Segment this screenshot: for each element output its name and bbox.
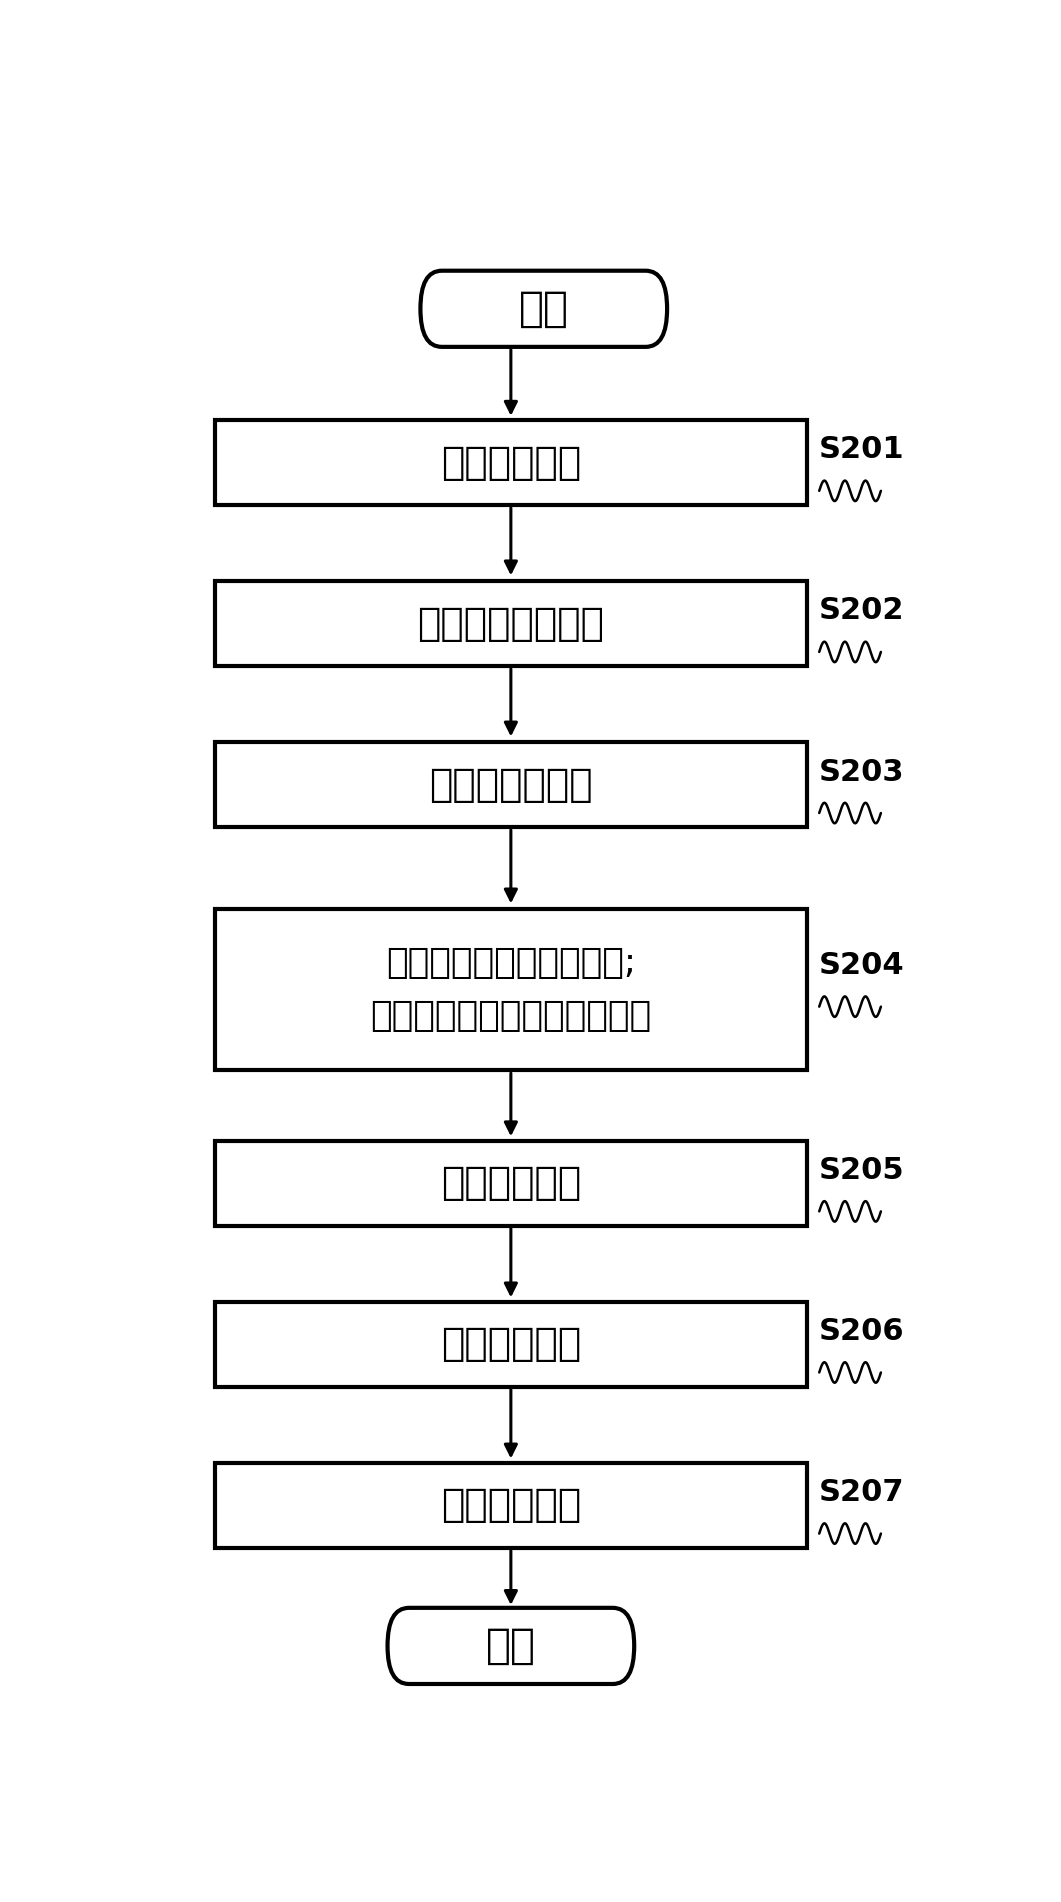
FancyBboxPatch shape — [214, 1141, 807, 1225]
FancyBboxPatch shape — [387, 1607, 634, 1683]
FancyBboxPatch shape — [420, 270, 667, 346]
Text: 结束: 结束 — [486, 1624, 536, 1666]
Text: S207: S207 — [819, 1478, 905, 1506]
Text: S205: S205 — [819, 1156, 905, 1185]
FancyBboxPatch shape — [214, 1301, 807, 1387]
Text: 输入要检查的区域: 输入要检查的区域 — [417, 605, 605, 643]
Text: 存取头围或胸围: 存取头围或胸围 — [429, 767, 593, 805]
Text: S202: S202 — [819, 597, 905, 626]
FancyBboxPatch shape — [214, 742, 807, 827]
Text: 显示曝光剂量: 显示曝光剂量 — [440, 1485, 581, 1524]
Text: 计算曝光剂量: 计算曝光剂量 — [440, 1326, 581, 1364]
Text: S206: S206 — [819, 1316, 905, 1347]
Text: 输入病人年龄: 输入病人年龄 — [440, 443, 581, 481]
Text: S204: S204 — [819, 951, 905, 980]
Text: 计算要检查的区域的直径;
将其转化为丙烯酸模具的直径: 计算要检查的区域的直径; 将其转化为丙烯酸模具的直径 — [370, 947, 651, 1033]
FancyBboxPatch shape — [214, 420, 807, 506]
Text: 开始: 开始 — [519, 287, 569, 329]
FancyBboxPatch shape — [214, 1463, 807, 1548]
Text: 输入扫描条件: 输入扫描条件 — [440, 1164, 581, 1202]
FancyBboxPatch shape — [214, 582, 807, 666]
Text: S201: S201 — [819, 436, 905, 464]
Text: S203: S203 — [819, 757, 905, 787]
FancyBboxPatch shape — [214, 909, 807, 1071]
